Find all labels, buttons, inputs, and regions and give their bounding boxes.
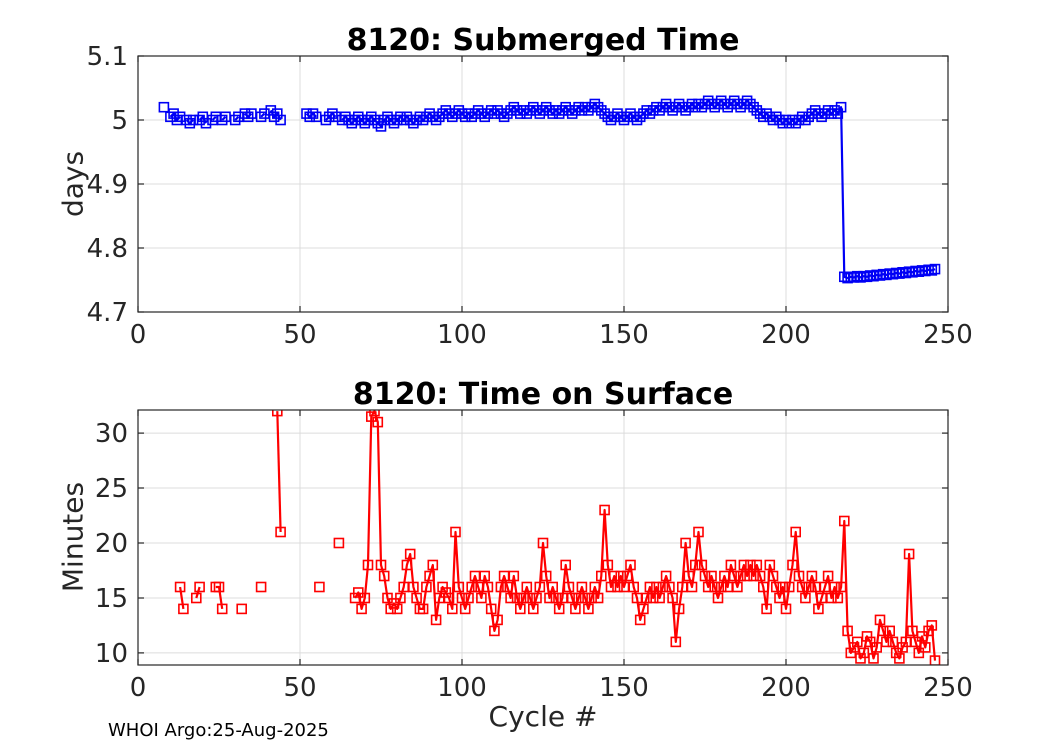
top-plot-gridlines xyxy=(138,56,948,312)
bottom-plot-ylabel: Minutes xyxy=(56,481,90,593)
svg-text:4.7: 4.7 xyxy=(87,298,128,328)
svg-text:0: 0 xyxy=(130,320,147,350)
bottom-plot-title: 8120: Time on Surface xyxy=(352,377,734,412)
svg-text:150: 150 xyxy=(599,320,649,350)
svg-text:10: 10 xyxy=(95,639,128,669)
svg-text:25: 25 xyxy=(95,474,128,504)
top-plot-tick-labels: 0 50 100 150 200 250 4.7 4.8 4.9 5 5.1 xyxy=(87,42,973,350)
svg-text:250: 250 xyxy=(923,673,973,703)
x-axis-label: Cycle # xyxy=(488,700,598,733)
svg-text:0: 0 xyxy=(130,673,147,703)
svg-text:150: 150 xyxy=(599,673,649,703)
svg-text:200: 200 xyxy=(761,320,811,350)
svg-text:4.9: 4.9 xyxy=(87,170,128,200)
svg-text:100: 100 xyxy=(437,673,487,703)
bottom-plot-tick-labels: 0 50 100 150 200 250 10 15 20 25 30 xyxy=(95,419,973,703)
bottom-plot-series xyxy=(174,410,941,665)
svg-text:30: 30 xyxy=(95,419,128,449)
svg-text:200: 200 xyxy=(761,673,811,703)
svg-text:15: 15 xyxy=(95,584,128,614)
svg-text:50: 50 xyxy=(283,673,316,703)
top-plot-ylabel: days xyxy=(56,150,90,218)
svg-text:100: 100 xyxy=(437,320,487,350)
footer-datestamp: WHOI Argo:25-Aug-2025 xyxy=(108,720,329,741)
svg-text:4.8: 4.8 xyxy=(87,234,128,264)
svg-text:5.1: 5.1 xyxy=(87,42,128,72)
svg-text:5: 5 xyxy=(111,106,128,136)
bottom-plot-gridlines xyxy=(138,410,948,665)
svg-text:250: 250 xyxy=(923,320,973,350)
svg-text:20: 20 xyxy=(95,529,128,559)
svg-text:50: 50 xyxy=(283,320,316,350)
bottom-plot-axes xyxy=(137,409,949,666)
top-plot-title: 8120: Submerged Time xyxy=(346,23,740,58)
top-plot-axes xyxy=(137,55,949,313)
top-plot-series xyxy=(158,95,941,284)
